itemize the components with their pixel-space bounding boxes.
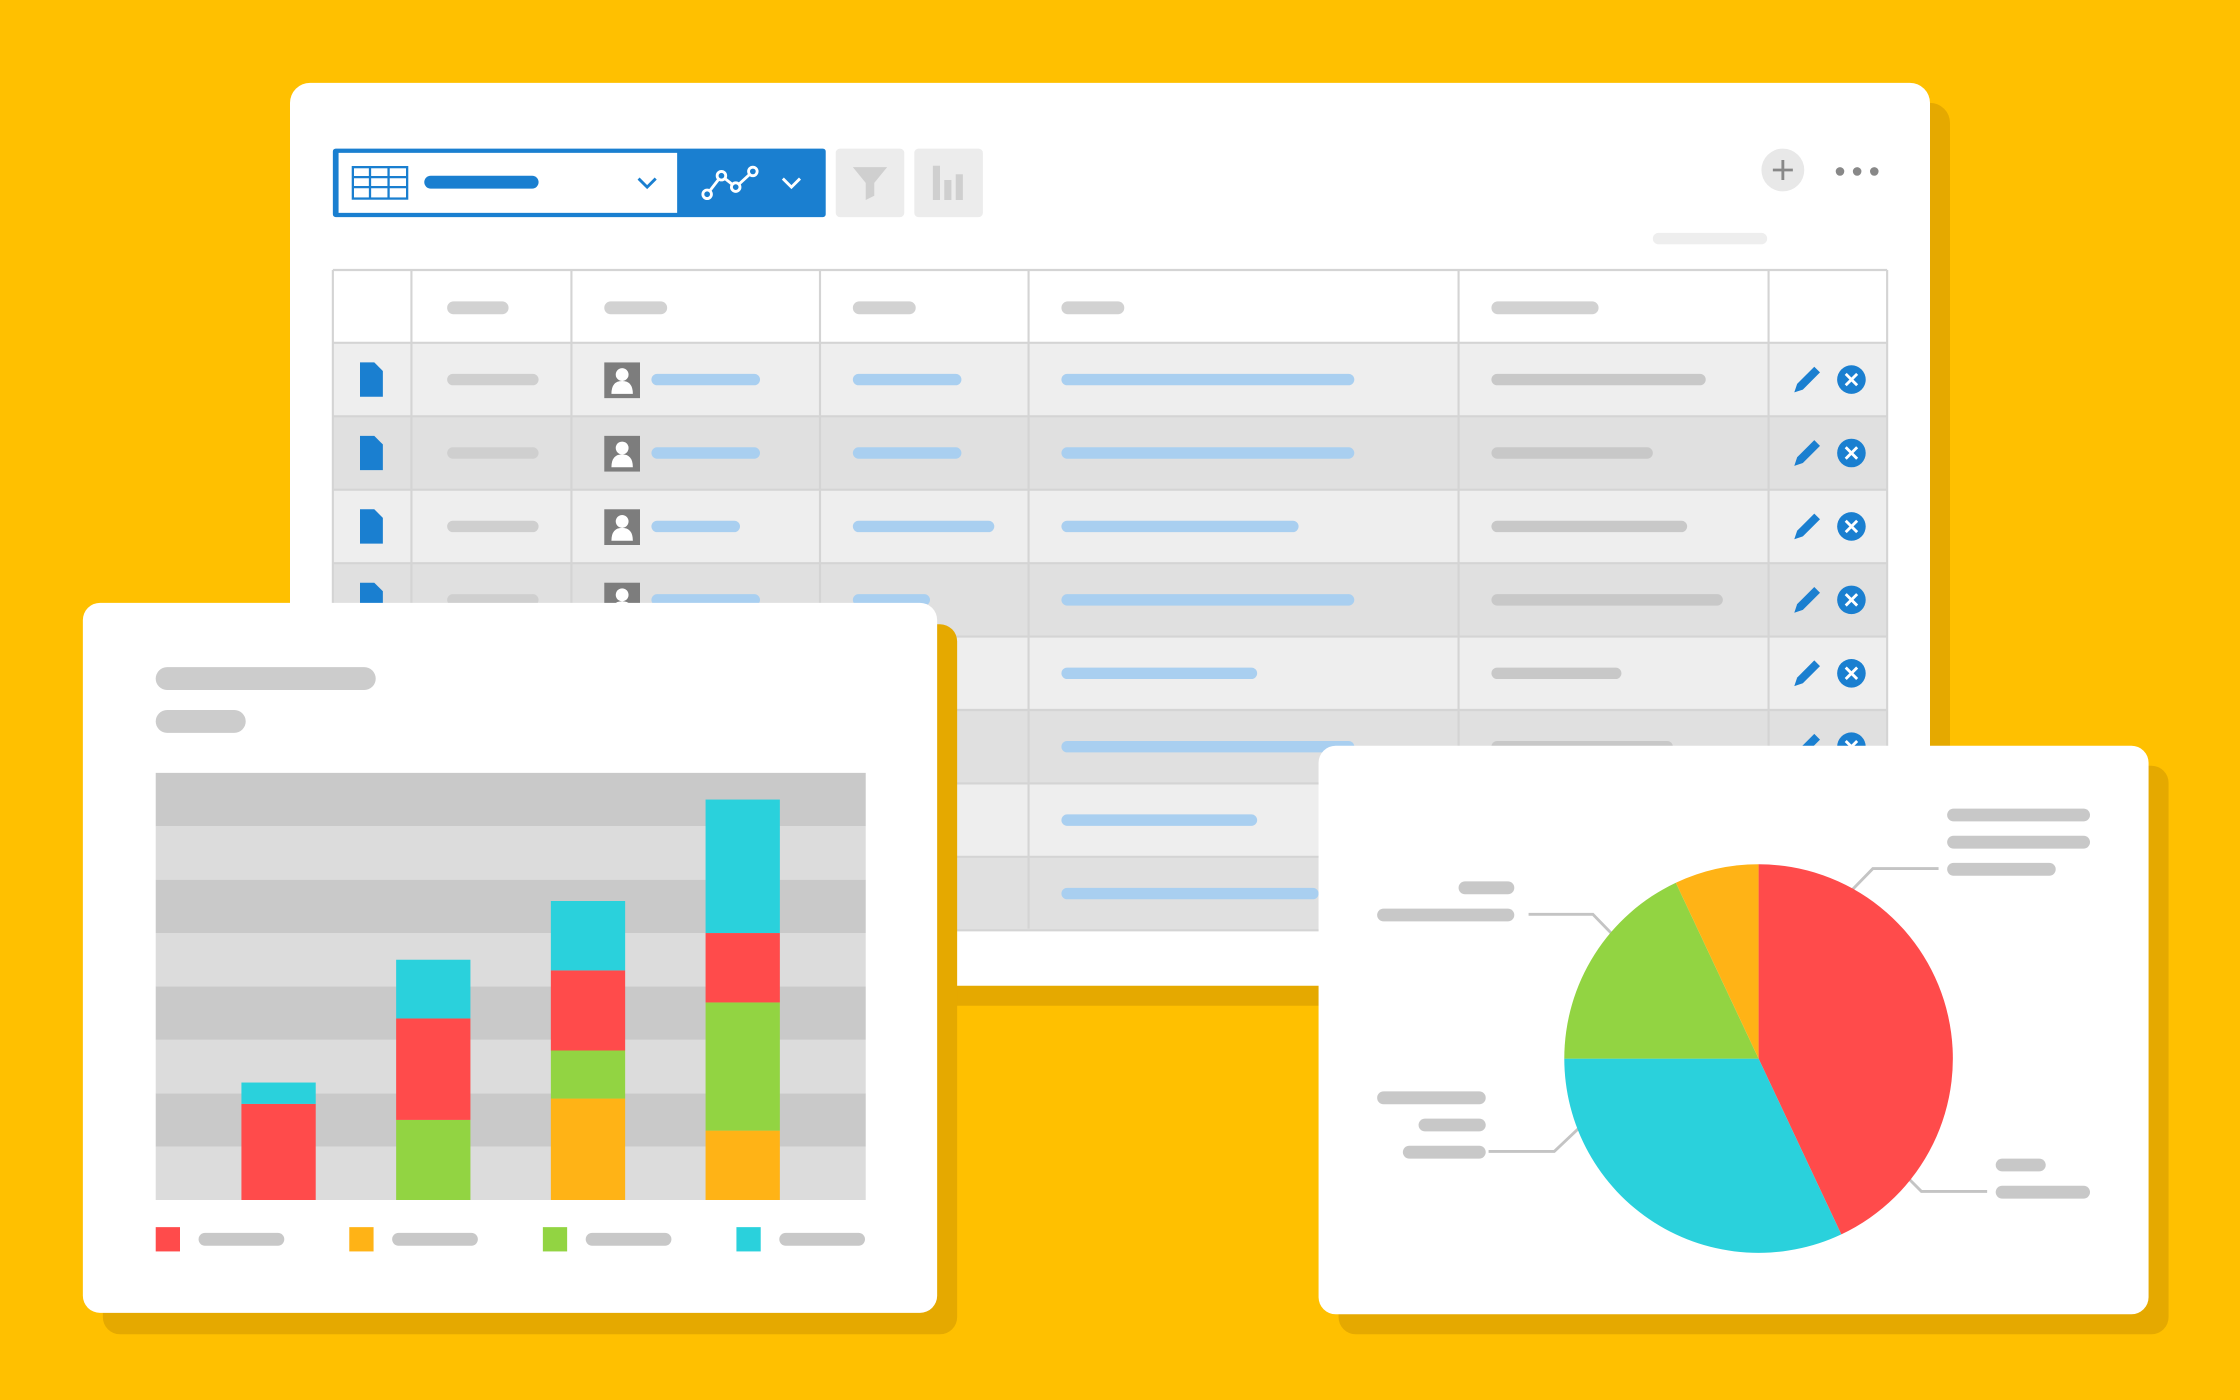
cell-placeholder [651, 373, 760, 386]
chart-icon [932, 165, 963, 200]
pie-slice [1758, 864, 1953, 1235]
cell-placeholder [852, 520, 995, 533]
title-placeholder [155, 667, 376, 690]
cell-placeholder [651, 520, 740, 533]
header-placeholder [1061, 301, 1125, 315]
cell-placeholder [852, 447, 962, 459]
delete-cross [1844, 446, 1859, 460]
cell-placeholder [1491, 520, 1688, 533]
edit-icon[interactable] [1794, 587, 1820, 613]
document-icon [360, 435, 383, 471]
bar-segment [705, 1002, 780, 1131]
cell-placeholder [1061, 447, 1355, 459]
filter-icon [852, 167, 888, 200]
header-placeholder [852, 301, 916, 315]
cell-placeholder [1061, 741, 1355, 753]
cell-placeholder [1061, 887, 1319, 900]
cell-placeholder [1061, 373, 1355, 386]
table-icon [351, 166, 409, 200]
cell-placeholder [1491, 447, 1653, 459]
cell-placeholder [651, 594, 760, 606]
graph-icon[interactable] [701, 165, 802, 200]
edit-icon[interactable] [1794, 366, 1820, 393]
cell-placeholder [1061, 520, 1299, 533]
cell-placeholder [852, 373, 962, 386]
cell-placeholder [1491, 667, 1622, 679]
cell-placeholder [1061, 667, 1258, 679]
bar-segment [396, 1018, 471, 1120]
legend-swatch [155, 1227, 180, 1252]
bar-segment [550, 901, 626, 971]
edit-icon[interactable] [1794, 660, 1820, 687]
delete-cross [1844, 593, 1859, 607]
edit-icon[interactable] [1794, 513, 1820, 540]
bar-segment [705, 799, 780, 934]
cell-placeholder [1061, 594, 1355, 606]
delete-cross [1844, 666, 1859, 681]
legend-placeholder [779, 1232, 865, 1246]
header-placeholder [604, 301, 668, 315]
cell-placeholder [447, 373, 539, 386]
document-icon [360, 362, 383, 397]
edit-icon[interactable] [1794, 440, 1820, 466]
chevron [637, 177, 657, 190]
cell-placeholder [447, 594, 539, 606]
header-placeholder [447, 301, 509, 315]
pie-slice [1564, 1058, 1842, 1253]
pie-chart [1564, 864, 1953, 1253]
document-icon [360, 509, 383, 544]
bar-segment [241, 1103, 316, 1200]
legend-placeholder [585, 1232, 672, 1246]
cell-placeholder [1491, 594, 1723, 606]
bar-segment [550, 970, 626, 1051]
bar-chart [155, 772, 866, 1252]
legend-placeholder [392, 1232, 478, 1246]
pie-slice [1564, 882, 1759, 1059]
legend-swatch [542, 1227, 568, 1252]
placeholder [1652, 232, 1768, 245]
bar-segment [396, 959, 471, 1019]
legend-swatch [349, 1227, 374, 1252]
pie-slice [1675, 864, 1759, 1059]
cell-placeholder [852, 594, 930, 606]
delete-cross [1844, 519, 1859, 534]
bar-segment [705, 1130, 780, 1200]
subtitle-placeholder [155, 710, 246, 733]
cell-placeholder [1061, 814, 1258, 826]
delete-cross [1844, 372, 1859, 387]
bar-segment [396, 1119, 471, 1200]
cell-placeholder [447, 447, 539, 459]
header-placeholder [1491, 301, 1599, 315]
pie-label-placeholders [1377, 808, 2090, 1199]
bar-segment [705, 933, 780, 1003]
cell-placeholder [1491, 373, 1706, 386]
cell-placeholder [651, 447, 760, 459]
plus-icon [1772, 160, 1793, 180]
bar-segment [241, 1082, 316, 1104]
legend-swatch [736, 1227, 761, 1252]
bar-segment [550, 1050, 626, 1099]
bar-segment [550, 1098, 626, 1200]
more-button[interactable] [1835, 167, 1879, 176]
legend-placeholder [198, 1232, 285, 1246]
view-name-placeholder [424, 175, 539, 189]
cell-placeholder [447, 520, 539, 533]
avatar-figure [611, 515, 633, 541]
